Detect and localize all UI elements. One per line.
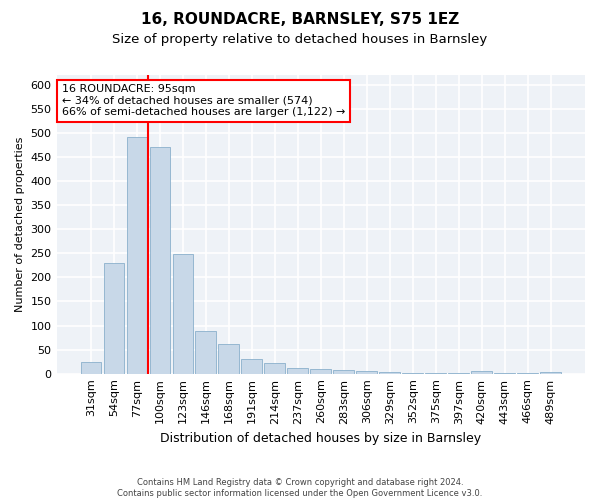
Bar [494,372,515,374]
Bar [425,372,446,374]
Bar [196,332,216,374]
Bar [127,137,147,374]
Bar [540,372,561,374]
Text: Size of property relative to detached houses in Barnsley: Size of property relative to detached ho… [112,32,488,46]
Bar [403,372,423,374]
X-axis label: Distribution of detached houses by size in Barnsley: Distribution of detached houses by size … [160,432,481,445]
Text: Contains HM Land Registry data © Crown copyright and database right 2024.
Contai: Contains HM Land Registry data © Crown c… [118,478,482,498]
Bar [173,254,193,374]
Bar [265,363,285,374]
Bar [80,362,101,374]
Text: 16 ROUNDACRE: 95sqm
← 34% of detached houses are smaller (574)
66% of semi-detac: 16 ROUNDACRE: 95sqm ← 34% of detached ho… [62,84,345,117]
Bar [379,372,400,374]
Bar [356,372,377,374]
Bar [310,369,331,374]
Bar [104,263,124,374]
Text: 16, ROUNDACRE, BARNSLEY, S75 1EZ: 16, ROUNDACRE, BARNSLEY, S75 1EZ [141,12,459,28]
Bar [287,368,308,374]
Bar [472,371,492,374]
Bar [448,372,469,374]
Y-axis label: Number of detached properties: Number of detached properties [15,136,25,312]
Bar [218,344,239,374]
Bar [149,147,170,374]
Bar [241,359,262,374]
Bar [334,370,354,374]
Bar [517,372,538,374]
